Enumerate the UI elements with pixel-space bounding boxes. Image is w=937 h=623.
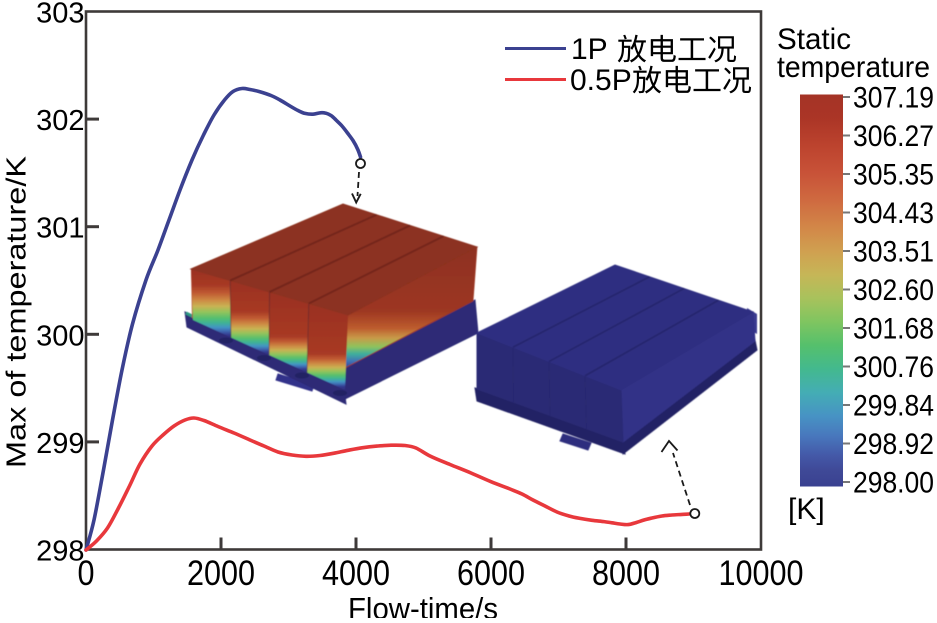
svg-text:Static: Static: [777, 23, 851, 56]
svg-text:2000: 2000: [187, 554, 255, 593]
svg-text:0.5P: 0.5P: [570, 64, 632, 97]
svg-text:Flow-time/s: Flow-time/s: [348, 591, 498, 618]
svg-text:303: 303: [36, 0, 84, 30]
svg-text:4000: 4000: [322, 554, 390, 593]
svg-text:[K]: [K]: [788, 493, 825, 526]
svg-text:298: 298: [36, 536, 84, 568]
svg-text:1P: 1P: [571, 33, 608, 66]
svg-text:298.00: 298.00: [853, 467, 934, 500]
svg-text:301.68: 301.68: [853, 313, 934, 346]
svg-text:306.27: 306.27: [853, 120, 934, 153]
svg-text:Max of temperature/K: Max of temperature/K: [1, 156, 32, 468]
svg-text:temperature: temperature: [777, 51, 930, 84]
svg-text:6000: 6000: [457, 554, 525, 593]
svg-text:298.92: 298.92: [853, 428, 934, 461]
svg-text:300: 300: [36, 320, 84, 352]
svg-text:307.19: 307.19: [853, 82, 934, 115]
svg-text:300.76: 300.76: [853, 351, 934, 384]
svg-text:304.43: 304.43: [853, 197, 934, 230]
svg-text:301: 301: [36, 213, 84, 245]
svg-text:302.60: 302.60: [853, 274, 934, 307]
svg-text:8000: 8000: [592, 554, 660, 593]
svg-text:305.35: 305.35: [853, 159, 934, 192]
svg-text:299: 299: [36, 428, 84, 460]
svg-text:302: 302: [36, 105, 84, 137]
svg-text:0: 0: [78, 554, 95, 593]
svg-text:10000: 10000: [719, 554, 804, 593]
svg-text:299.84: 299.84: [853, 390, 934, 423]
svg-text:303.51: 303.51: [853, 236, 934, 269]
